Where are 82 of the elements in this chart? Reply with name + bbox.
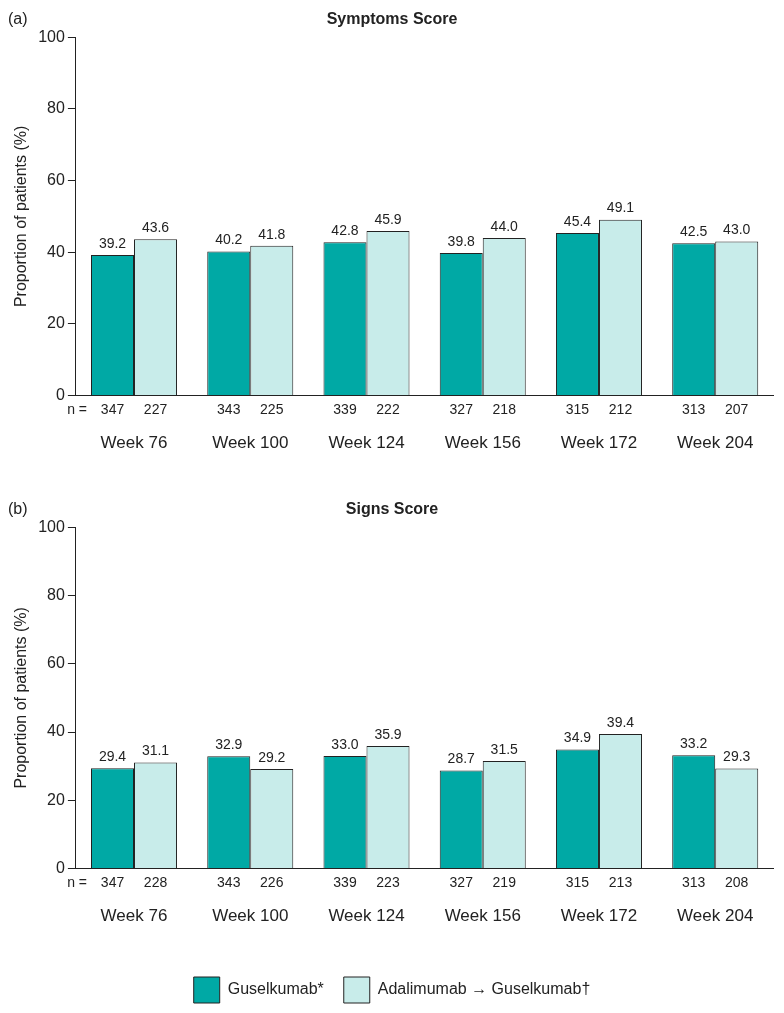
chart-title: Symptoms Score — [326, 10, 458, 28]
y-tick-label: 40 — [47, 722, 65, 740]
text: 343 — [217, 401, 241, 418]
data-label: 44.0 — [490, 217, 519, 234]
data-label: 31.5 — [490, 740, 519, 757]
data-label: 28.7 — [447, 750, 476, 767]
text: 228 — [143, 874, 168, 891]
data-label: 29.3 — [723, 748, 751, 765]
x-tick-label: Week 76 — [100, 433, 168, 453]
text: (b) — [8, 500, 28, 518]
data-label: 34.9 — [563, 729, 592, 746]
y-tick-label: 100 — [38, 517, 65, 535]
data-label: 42.8 — [331, 222, 359, 239]
x-tick-label: Week 204 — [677, 906, 754, 926]
data-label: 39.8 — [447, 232, 476, 249]
data-label: 33.2 — [680, 735, 708, 752]
y-tick-label: 60 — [47, 170, 65, 188]
data-label: 39.4 — [606, 713, 635, 730]
x-tick-label: Week 156 — [444, 433, 521, 453]
data-label: 43.0 — [723, 221, 751, 238]
legend-label: Adalimumab → Guselkumab† — [377, 980, 591, 998]
text: n = — [67, 874, 88, 891]
y-tick-label: 40 — [47, 242, 65, 260]
y-axis-title: Proportion of patients (%) — [12, 125, 30, 308]
data-label: 29.4 — [98, 748, 127, 765]
text: 313 — [682, 874, 706, 891]
text: 225 — [260, 401, 284, 418]
y-tick-label: 20 — [47, 790, 65, 808]
text: (a) — [8, 10, 28, 28]
data-label: 43.6 — [141, 219, 170, 236]
x-tick-label: Week 76 — [100, 906, 168, 926]
data-label: 32.9 — [215, 736, 243, 753]
y-tick-label: 0 — [55, 386, 65, 404]
text: 213 — [608, 874, 633, 891]
chart-title: Signs Score — [345, 500, 439, 518]
data-label: 40.2 — [215, 231, 243, 248]
text: 343 — [217, 874, 241, 891]
text: n = — [67, 401, 88, 418]
text: 339 — [333, 401, 357, 418]
text: 339 — [333, 874, 357, 891]
y-tick-label: 80 — [47, 585, 65, 603]
text: 327 — [449, 874, 474, 891]
data-label: 39.2 — [98, 234, 127, 251]
text: 315 — [565, 874, 590, 891]
text: 207 — [725, 401, 749, 418]
x-tick-label: Week 172 — [560, 906, 638, 926]
data-label: 31.1 — [141, 742, 170, 759]
x-tick-label: Week 124 — [328, 906, 405, 926]
x-tick-label: Week 156 — [444, 906, 521, 926]
y-axis-title: Proportion of patients (%) — [12, 607, 30, 789]
data-label: 41.8 — [258, 225, 286, 242]
data-label: 49.1 — [606, 199, 635, 216]
text: 218 — [492, 401, 517, 418]
text: 347 — [100, 401, 125, 418]
x-tick-label: Week 100 — [212, 906, 289, 926]
text: 313 — [682, 401, 706, 418]
data-label: 33.0 — [331, 735, 359, 752]
y-tick-label: 0 — [55, 859, 65, 877]
text: 212 — [608, 401, 633, 418]
y-tick-label: 20 — [47, 314, 65, 332]
data-label: 45.9 — [374, 210, 402, 227]
text: 223 — [376, 874, 400, 891]
data-label: 42.5 — [680, 223, 708, 240]
text: 347 — [100, 874, 125, 891]
x-tick-label: Week 100 — [212, 433, 289, 453]
data-label: 35.9 — [374, 725, 402, 742]
y-tick-label: 80 — [47, 99, 65, 117]
text: 219 — [492, 874, 517, 891]
text: 208 — [725, 874, 749, 891]
data-label: 29.2 — [258, 748, 286, 765]
text: 315 — [565, 401, 590, 418]
x-tick-label: Week 204 — [677, 433, 754, 453]
y-tick-label: 60 — [47, 654, 65, 672]
x-tick-label: Week 172 — [560, 433, 638, 453]
text: 222 — [376, 401, 400, 418]
text: 227 — [143, 401, 168, 418]
text: 226 — [260, 874, 284, 891]
x-tick-label: Week 124 — [328, 433, 405, 453]
data-label: 45.4 — [563, 212, 592, 229]
text: 327 — [449, 401, 474, 418]
legend-label: Guselkumab* — [227, 980, 324, 998]
y-tick-label: 100 — [38, 27, 65, 45]
